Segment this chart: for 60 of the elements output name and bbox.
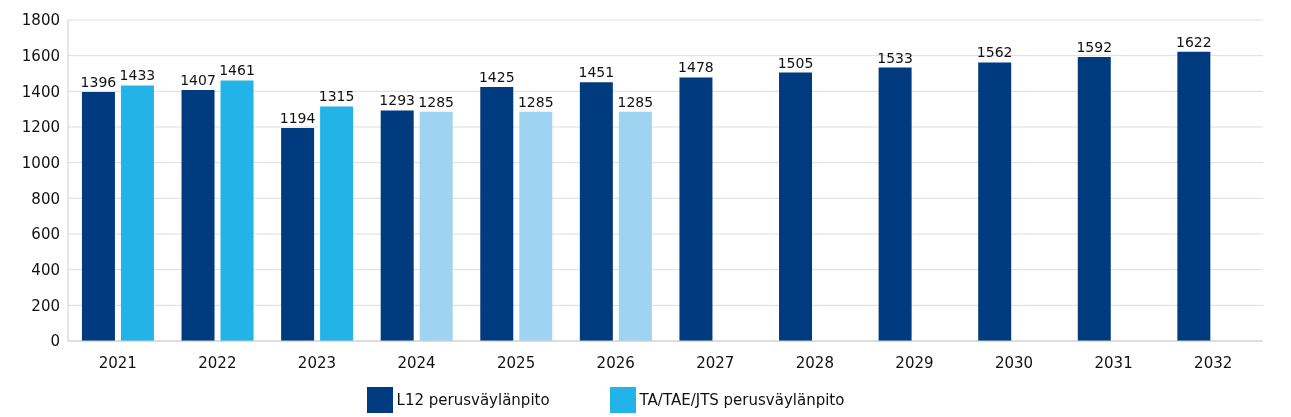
data-label: 1451 [578, 64, 615, 81]
x-tick-label: 2022 [198, 353, 237, 372]
x-tick-label: 2026 [596, 353, 635, 372]
bar [618, 111, 652, 341]
y-tick-label: 1000 [21, 153, 60, 172]
bar [779, 72, 813, 341]
y-tick-label: 1200 [21, 118, 60, 137]
x-tick-label: 2027 [696, 353, 735, 372]
x-tick-label: 2030 [994, 353, 1034, 372]
x-tick-label: 2021 [98, 353, 137, 372]
bar [679, 77, 713, 341]
data-label: 1562 [976, 44, 1013, 61]
data-label: 1433 [119, 67, 156, 84]
data-label: 1285 [617, 93, 654, 110]
y-tick-label: 200 [31, 296, 60, 315]
data-label: 1285 [517, 93, 554, 110]
bar [320, 106, 354, 341]
y-tick-label: 400 [31, 260, 60, 279]
y-tick-label: 800 [31, 189, 60, 208]
data-label: 1622 [1176, 33, 1212, 50]
data-label: 1592 [1076, 39, 1113, 56]
bar [419, 111, 453, 341]
legend-label: L12 perusväylänpito [396, 390, 550, 409]
data-label: 1315 [318, 88, 355, 105]
bar [220, 80, 254, 341]
y-tick-label: 600 [31, 225, 60, 244]
bar [380, 110, 414, 341]
x-tick-label: 2028 [795, 353, 834, 372]
x-tick-label: 2029 [895, 353, 934, 372]
y-tick-label: 1600 [21, 46, 60, 65]
data-label: 1396 [80, 74, 117, 91]
bar [81, 92, 115, 341]
bar [281, 128, 315, 341]
y-tick-label: 1800 [21, 11, 60, 30]
x-tick-label: 2032 [1194, 353, 1233, 372]
data-label: 1461 [219, 62, 255, 79]
bar [480, 86, 514, 341]
data-label: 1293 [379, 92, 416, 109]
bar [1077, 57, 1111, 341]
x-tick-label: 2025 [497, 353, 536, 372]
legend-label: TA/TAE/JTS perusväylänpito [639, 390, 845, 409]
data-label: 1533 [877, 49, 913, 66]
bar [1177, 51, 1211, 341]
data-label: 1478 [678, 59, 714, 76]
data-label: 1407 [180, 72, 216, 89]
y-tick-label: 1400 [21, 82, 60, 101]
x-tick-label: 2023 [297, 353, 337, 372]
data-label: 1425 [478, 68, 515, 85]
x-tick-label: 2024 [397, 353, 436, 372]
bar [978, 62, 1012, 341]
data-label: 1285 [418, 93, 455, 110]
x-tick-label: 2031 [1094, 353, 1133, 372]
bar [878, 67, 912, 341]
bar [120, 85, 154, 341]
data-label: 1505 [777, 54, 814, 71]
y-tick-label: 0 [50, 332, 60, 351]
bar [579, 82, 613, 341]
data-label: 1194 [279, 110, 316, 127]
bar [519, 111, 553, 341]
bar [181, 90, 215, 341]
